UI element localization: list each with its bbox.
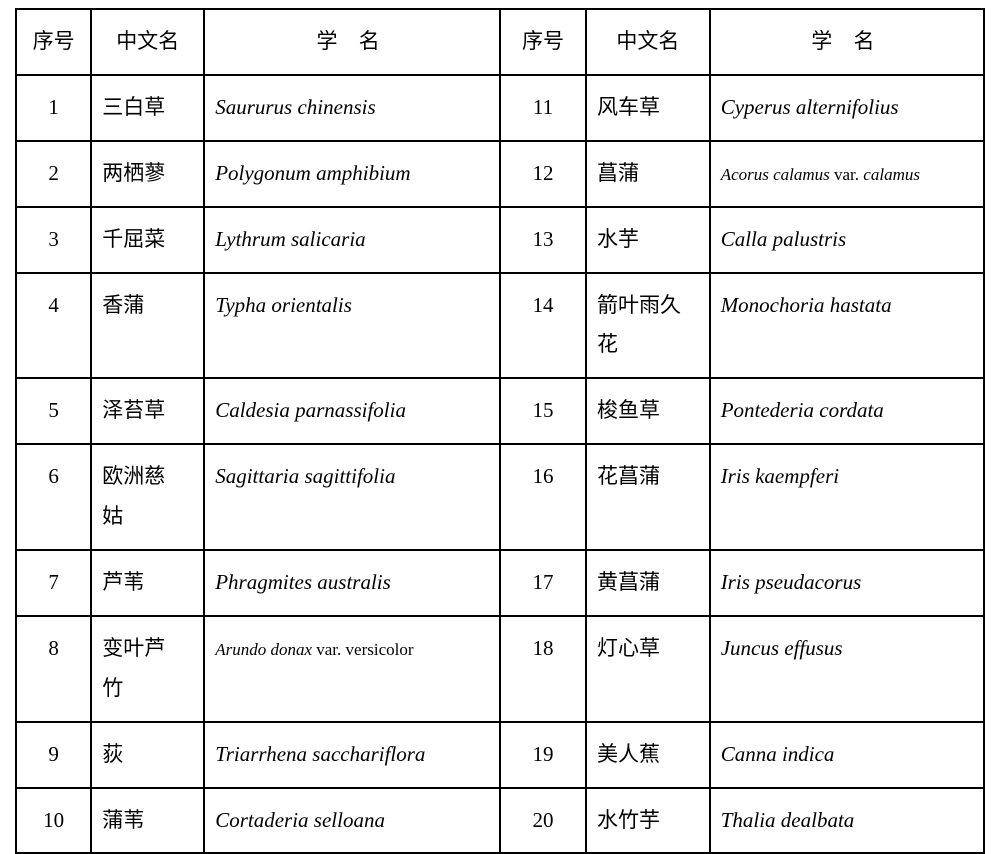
cell-index: 3 xyxy=(16,207,91,273)
cell-chinese-name: 梭鱼草 xyxy=(586,378,710,444)
plant-species-table: 序号 中文名 学 名 序号 中文名 学 名 1三白草Saururus chine… xyxy=(15,8,985,854)
cell-index: 15 xyxy=(500,378,586,444)
cell-scientific-name: Cyperus alternifolius xyxy=(710,75,984,141)
cell-index: 8 xyxy=(16,616,91,722)
cell-index: 20 xyxy=(500,788,586,854)
cell-chinese-name: 蒲苇 xyxy=(91,788,204,854)
table-body: 1三白草Saururus chinensis11风车草Cyperus alter… xyxy=(16,75,984,854)
table-row: 7芦苇Phragmites australis17黄菖蒲Iris pseudac… xyxy=(16,550,984,616)
cell-index: 14 xyxy=(500,273,586,379)
table-row: 10蒲苇Cortaderia selloana20水竹芋Thalia dealb… xyxy=(16,788,984,854)
cell-scientific-name: Cortaderia selloana xyxy=(204,788,500,854)
cell-index: 9 xyxy=(16,722,91,788)
table-row: 4香蒲Typha orientalis14箭叶雨久花Monochoria has… xyxy=(16,273,984,379)
cell-index: 13 xyxy=(500,207,586,273)
cell-chinese-name: 泽苔草 xyxy=(91,378,204,444)
table-row: 9荻Triarrhena sacchariflora19美人蕉Canna ind… xyxy=(16,722,984,788)
cell-index: 5 xyxy=(16,378,91,444)
cell-chinese-name: 千屈菜 xyxy=(91,207,204,273)
cell-index: 2 xyxy=(16,141,91,207)
cell-scientific-name: Arundo donax var. versicolor xyxy=(204,616,500,722)
cell-index: 18 xyxy=(500,616,586,722)
header-index-left: 序号 xyxy=(16,9,91,75)
cell-scientific-name: Iris kaempferi xyxy=(710,444,984,550)
cell-chinese-name: 两栖蓼 xyxy=(91,141,204,207)
cell-chinese-name: 菖蒲 xyxy=(586,141,710,207)
cell-scientific-name: Triarrhena sacchariflora xyxy=(204,722,500,788)
cell-scientific-name: Juncus effusus xyxy=(710,616,984,722)
cell-index: 11 xyxy=(500,75,586,141)
cell-index: 17 xyxy=(500,550,586,616)
cell-scientific-name: Sagittaria sagittifolia xyxy=(204,444,500,550)
cell-chinese-name: 风车草 xyxy=(586,75,710,141)
cell-chinese-name: 花菖蒲 xyxy=(586,444,710,550)
cell-scientific-name: Canna indica xyxy=(710,722,984,788)
cell-chinese-name: 黄菖蒲 xyxy=(586,550,710,616)
table-row: 2两栖蓼Polygonum amphibium12菖蒲Acorus calamu… xyxy=(16,141,984,207)
cell-index: 12 xyxy=(500,141,586,207)
cell-chinese-name: 水芋 xyxy=(586,207,710,273)
cell-chinese-name: 欧洲慈姑 xyxy=(91,444,204,550)
cell-scientific-name: Lythrum salicaria xyxy=(204,207,500,273)
header-chinese-name-left: 中文名 xyxy=(91,9,204,75)
cell-index: 19 xyxy=(500,722,586,788)
cell-chinese-name: 三白草 xyxy=(91,75,204,141)
cell-chinese-name: 灯心草 xyxy=(586,616,710,722)
table-row: 8变叶芦竹Arundo donax var. versicolor18灯心草Ju… xyxy=(16,616,984,722)
cell-chinese-name: 芦苇 xyxy=(91,550,204,616)
table-row: 3千屈菜Lythrum salicaria13水芋Calla palustris xyxy=(16,207,984,273)
cell-scientific-name: Iris pseudacorus xyxy=(710,550,984,616)
cell-scientific-name: Polygonum amphibium xyxy=(204,141,500,207)
cell-chinese-name: 荻 xyxy=(91,722,204,788)
cell-chinese-name: 水竹芋 xyxy=(586,788,710,854)
table-row: 5泽苔草Caldesia parnassifolia15梭鱼草Pontederi… xyxy=(16,378,984,444)
header-index-right: 序号 xyxy=(500,9,586,75)
header-scientific-name-right: 学 名 xyxy=(710,9,984,75)
cell-scientific-name: Caldesia parnassifolia xyxy=(204,378,500,444)
cell-scientific-name: Calla palustris xyxy=(710,207,984,273)
cell-index: 16 xyxy=(500,444,586,550)
cell-scientific-name: Typha orientalis xyxy=(204,273,500,379)
table-row: 1三白草Saururus chinensis11风车草Cyperus alter… xyxy=(16,75,984,141)
cell-index: 1 xyxy=(16,75,91,141)
table-row: 6欧洲慈姑Sagittaria sagittifolia16花菖蒲Iris ka… xyxy=(16,444,984,550)
cell-chinese-name: 箭叶雨久花 xyxy=(586,273,710,379)
cell-scientific-name: Monochoria hastata xyxy=(710,273,984,379)
cell-index: 6 xyxy=(16,444,91,550)
cell-scientific-name: Acorus calamus var. calamus xyxy=(710,141,984,207)
cell-index: 7 xyxy=(16,550,91,616)
cell-chinese-name: 美人蕉 xyxy=(586,722,710,788)
cell-scientific-name: Pontederia cordata xyxy=(710,378,984,444)
header-chinese-name-right: 中文名 xyxy=(586,9,710,75)
cell-index: 10 xyxy=(16,788,91,854)
cell-scientific-name: Thalia dealbata xyxy=(710,788,984,854)
header-scientific-name-left: 学 名 xyxy=(204,9,500,75)
cell-chinese-name: 香蒲 xyxy=(91,273,204,379)
cell-chinese-name: 变叶芦竹 xyxy=(91,616,204,722)
cell-scientific-name: Phragmites australis xyxy=(204,550,500,616)
cell-scientific-name: Saururus chinensis xyxy=(204,75,500,141)
cell-index: 4 xyxy=(16,273,91,379)
table-header-row: 序号 中文名 学 名 序号 中文名 学 名 xyxy=(16,9,984,75)
